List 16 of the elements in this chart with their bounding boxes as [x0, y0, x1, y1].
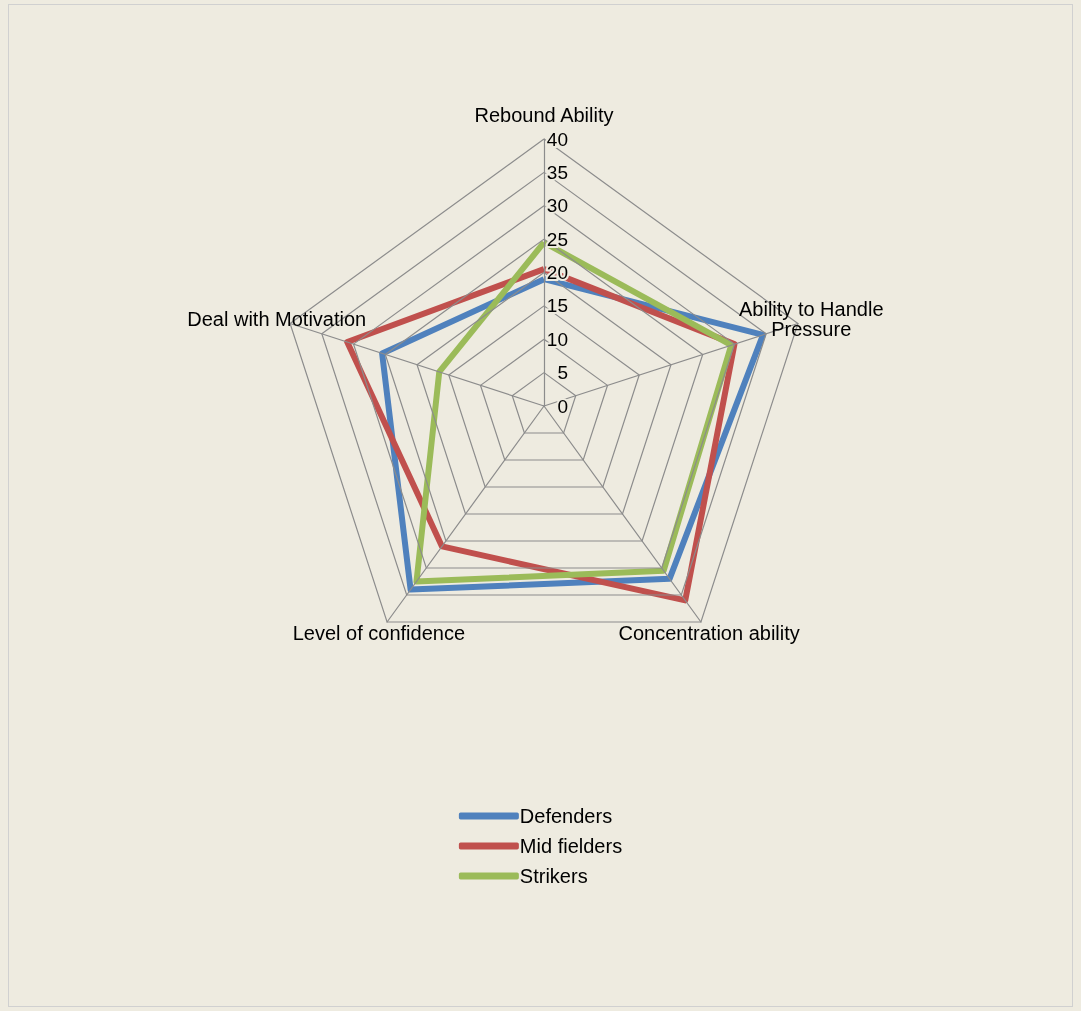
y-tick-label: 40: [546, 128, 568, 150]
spoke-label: Rebound Ability: [474, 104, 614, 126]
spoke-label: Concentration ability: [618, 622, 800, 645]
legend-label: Defenders: [519, 805, 613, 827]
y-tick-label: 25: [546, 228, 568, 250]
y-tick-label: 5: [557, 362, 568, 384]
spoke-label: Ability to Handle Pressure: [738, 298, 884, 341]
legend-label: Strikers: [519, 865, 588, 887]
legend-label: Mid fielders: [519, 835, 623, 857]
y-tick-label: 35: [546, 161, 568, 183]
y-tick-label: 10: [546, 328, 568, 350]
spoke-label: Deal with Motivation: [187, 308, 367, 331]
y-tick-label: 30: [546, 195, 568, 217]
spoke-label: Level of confidence: [292, 622, 465, 645]
y-tick-label: 15: [546, 295, 568, 317]
y-tick-label: 0: [557, 395, 568, 417]
